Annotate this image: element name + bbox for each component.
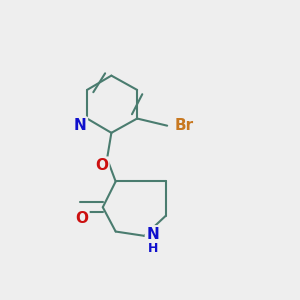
Text: H: H <box>148 242 158 255</box>
Text: O: O <box>75 211 88 226</box>
Text: O: O <box>95 158 108 173</box>
Text: N: N <box>74 118 86 133</box>
Text: N: N <box>146 227 159 242</box>
Text: Br: Br <box>175 118 194 133</box>
